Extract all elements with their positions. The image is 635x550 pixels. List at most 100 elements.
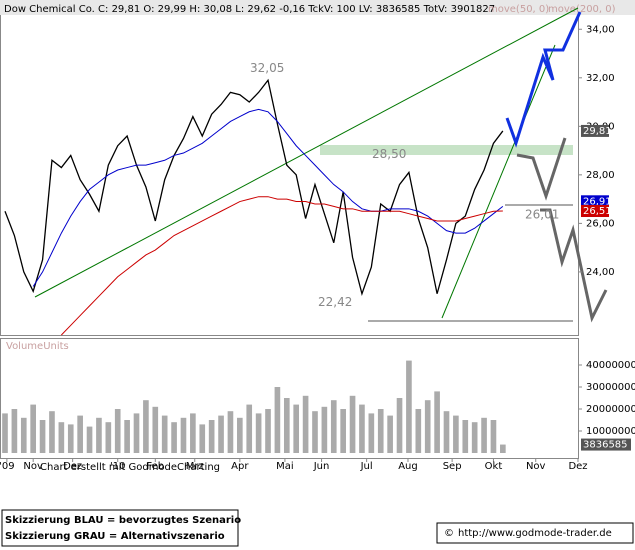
volume-bar (490, 420, 497, 453)
annotation: 26,01 (525, 208, 559, 222)
panel-title: VolumeUnits (6, 341, 69, 352)
volume-bar (11, 409, 18, 453)
volume-bar (274, 387, 281, 453)
annotation: 28,50 (372, 147, 406, 161)
x-tick-label: Mai (276, 461, 294, 472)
volume-bar (265, 409, 271, 453)
x-tick-label: Jun (313, 461, 330, 472)
volume-bar (312, 411, 318, 453)
x-tick-label: '10 (110, 461, 125, 472)
volume-bar (349, 395, 356, 453)
y-tick-label: 20000000 (586, 404, 635, 415)
legend-grey: Skizzierung GRAU = Alternativszenario (5, 531, 225, 542)
price-label: 26,51 (583, 206, 612, 217)
volume-bar (434, 391, 440, 453)
y-tick-label: 10000000 (586, 426, 635, 437)
volume-bar (96, 417, 102, 453)
volume-bar (114, 409, 121, 453)
x-tick-label: Dez (63, 461, 82, 472)
volume-bar (152, 406, 159, 453)
ma-label: move(200, 0) (548, 4, 616, 15)
x-tick-label: '09 (0, 461, 15, 472)
volume-bar (171, 422, 177, 453)
volume-bar (208, 420, 215, 453)
volume-bar (2, 413, 8, 453)
volume-bar (387, 415, 393, 453)
volume-bar (368, 413, 375, 453)
last-volume-box (581, 438, 631, 451)
volume-panel (0, 338, 579, 459)
volume-bar (283, 398, 290, 453)
x-tick-label: Feb (146, 461, 164, 472)
volume-bar (161, 415, 168, 453)
annotation: 32,05 (250, 61, 284, 75)
volume-bar (49, 411, 55, 453)
volume-bar (359, 404, 365, 453)
volume-bar (30, 404, 36, 453)
y-tick-label: 24,00 (586, 267, 615, 278)
volume-bar (321, 406, 328, 453)
series-line (61, 196, 503, 336)
volume-bar (443, 411, 450, 453)
y-tick-label: 32,00 (586, 73, 615, 84)
volume-bar (58, 422, 65, 453)
x-tick-label: Nov (23, 461, 43, 472)
y-tick-label: 28,00 (586, 170, 615, 181)
volume-bar (293, 404, 300, 453)
url-box (436, 522, 634, 544)
last-volume-label: 3836585 (583, 440, 628, 451)
volume-bar (377, 409, 384, 453)
annotation: 22,42 (318, 295, 352, 309)
scenario-grey (540, 208, 608, 323)
scenario-blue (505, 11, 582, 148)
url[interactable]: http://www.godmode-trader.de (458, 528, 612, 539)
price-label-box (581, 205, 609, 218)
volume-bar (190, 413, 196, 453)
volume-bar (340, 409, 346, 453)
price-label: 26,91 (583, 196, 612, 207)
legend-box (1, 509, 239, 547)
volume-bar (500, 444, 506, 453)
trend-line (34, 7, 579, 298)
header-text: Dow Chemical Co. C: 29,81 O: 29,99 H: 30… (4, 4, 495, 15)
price-label-box (581, 124, 609, 137)
volume-bar (218, 415, 224, 453)
drawings (34, 7, 608, 323)
volume-bar (124, 420, 130, 453)
x-tick-label: Okt (485, 461, 503, 472)
volume-bar (39, 420, 46, 453)
ma-label: move(50, 0) (488, 4, 549, 15)
volume-bar (237, 417, 243, 453)
volume-bar (227, 411, 234, 453)
volume-bar (406, 360, 412, 453)
volume-bar (302, 395, 309, 453)
volume-bar (453, 415, 459, 453)
volume-bar (471, 422, 478, 453)
price-label-box (581, 195, 609, 208)
y-tick-label: 26,00 (586, 218, 615, 229)
volume-bar (105, 422, 112, 453)
series-line (32, 108, 504, 287)
volume-bar (77, 415, 83, 453)
header-bar (0, 0, 635, 15)
volume-bar (67, 424, 74, 453)
x-tick-label: Aug (398, 461, 418, 472)
credit: Chart erstellt mit GodmodeCharting (40, 462, 220, 473)
x-tick-label: Nov (526, 461, 546, 472)
price-label: 29,81 (583, 126, 612, 137)
scenario-grey (516, 137, 567, 201)
y-tick-label: 30000000 (586, 382, 635, 393)
legend-blue: Skizzierung BLAU = bevorzugtes Szenario (5, 515, 241, 526)
volume-bar (20, 417, 27, 453)
volume-bar (86, 426, 93, 453)
volume-bar (424, 400, 431, 453)
x-tick-label: Apr (231, 461, 249, 472)
volume-bar (415, 409, 422, 453)
volume-bar (246, 404, 253, 453)
volume-bar (330, 400, 337, 453)
x-tick-label: Sep (443, 461, 462, 472)
volume-bar (180, 417, 187, 453)
volume-bar (462, 420, 469, 453)
y-tick-label: 40000000 (586, 360, 635, 371)
